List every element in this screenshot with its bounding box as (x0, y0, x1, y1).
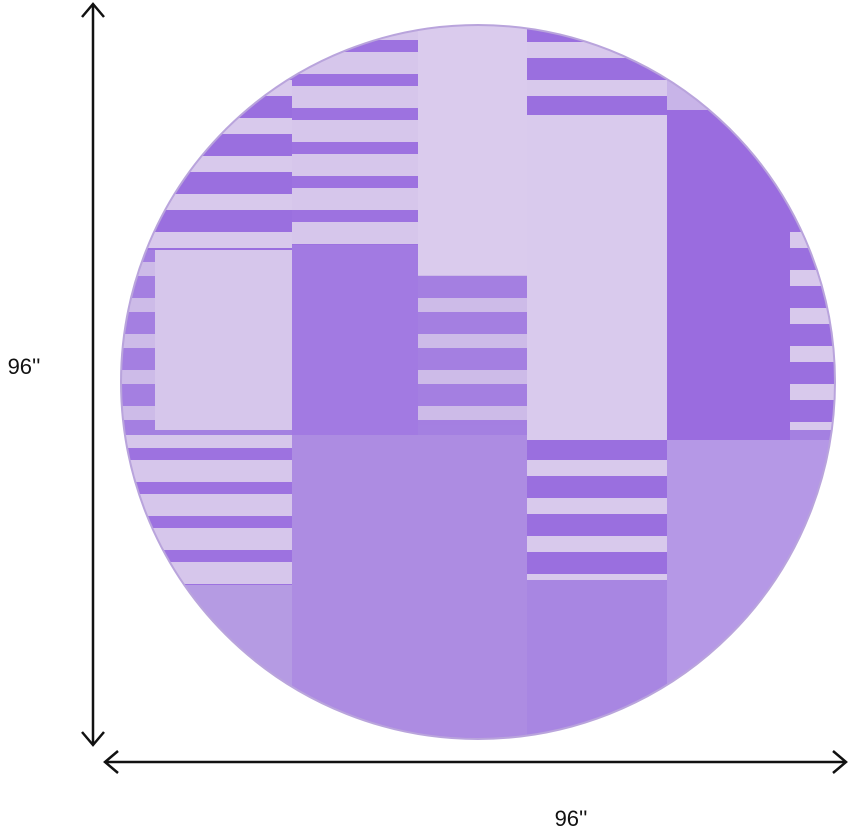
rug (121, 25, 835, 739)
rug-edge (120, 24, 836, 740)
width-label: 96'' (555, 806, 588, 830)
width-arrow (103, 750, 848, 774)
height-label: 96'' (8, 354, 41, 379)
height-arrow (81, 2, 105, 747)
